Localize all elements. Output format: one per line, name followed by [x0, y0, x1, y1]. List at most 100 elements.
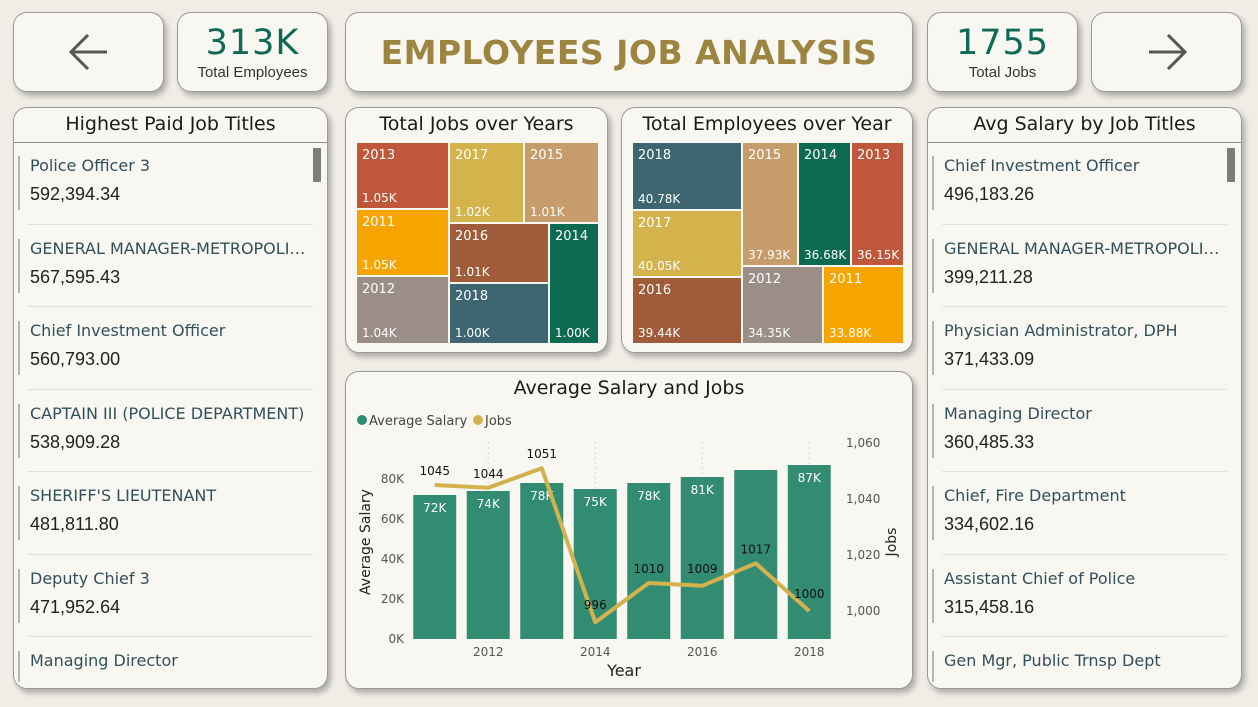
treemap-cell[interactable]: 2016 39.44K: [632, 277, 742, 344]
job-title: SHERIFF'S LIEUTENANT: [30, 486, 217, 505]
salary-value: 481,811.80: [30, 514, 119, 534]
salary-value: 334,602.16: [944, 514, 1035, 534]
cell-year: 2017: [455, 148, 489, 163]
scrollbar-thumb[interactable]: [313, 148, 321, 182]
job-title: Chief, Fire Department: [944, 486, 1126, 505]
y-tick-label: 80K: [381, 472, 405, 486]
cell-year: 2015: [748, 148, 782, 163]
y2-tick-label: 1,060: [846, 436, 880, 450]
treemap-cell[interactable]: 2012 34.35K: [742, 266, 823, 344]
employees-treemap-title: Total Employees over Year: [642, 113, 892, 135]
list-item[interactable]: Gen Mgr, Public Trnsp Dept: [932, 643, 1227, 682]
cell-value: 36.68K: [804, 248, 847, 262]
salary-value: 560,793.00: [30, 349, 121, 369]
avg-salary-titles-panel: Avg Salary by Job Titles Chief Investmen…: [927, 107, 1242, 689]
cell-value: 37.93K: [748, 248, 791, 262]
treemap-cell[interactable]: 2011 1.05K: [356, 209, 449, 276]
total-employees-value: 313K: [205, 22, 300, 63]
y-tick-label: 0K: [388, 632, 405, 646]
treemap-cell[interactable]: 2015 1.01K: [524, 142, 599, 223]
list-item[interactable]: Chief Investment Officer 560,793.00: [18, 313, 313, 396]
avg-salary-titles-list[interactable]: Chief Investment Officer 496,183.26 GENER…: [932, 148, 1227, 682]
cell-value: 36.15K: [857, 248, 900, 262]
treemap-cell[interactable]: 2012 1.04K: [356, 276, 449, 344]
x-axis-title: Year: [606, 661, 641, 680]
salary-value: 538,909.28: [30, 431, 121, 452]
treemap-cell[interactable]: 2017 40.05K: [632, 210, 742, 277]
avg-salary-titles-title: Avg Salary by Job Titles: [973, 113, 1196, 135]
title-card: EMPLOYEES JOB ANALYSIS: [345, 12, 913, 92]
treemap-cell[interactable]: 2016 1.01K: [449, 223, 549, 283]
treemap-cell[interactable]: 2015 37.93K: [742, 142, 798, 266]
list-item[interactable]: GENERAL MANAGER-METROPOLITA... 399,211.28: [932, 231, 1227, 314]
cell-year: 2012: [748, 272, 782, 287]
list-item[interactable]: CAPTAIN III (POLICE DEPARTMENT) 538,909.2…: [18, 396, 313, 479]
y-tick-label: 60K: [381, 512, 405, 526]
list-item[interactable]: Chief Investment Officer 496,183.26: [932, 148, 1227, 231]
cell-value: 33.88K: [829, 326, 872, 340]
highest-paid-list[interactable]: Police Officer 3 592,394.34 GENERAL MANAG…: [18, 148, 313, 682]
divider: [928, 142, 1241, 143]
treemap-cell[interactable]: 2017 1.02K: [449, 142, 524, 223]
y2-tick-label: 1,020: [846, 548, 880, 562]
list-item[interactable]: SHERIFF'S LIEUTENANT 481,811.80: [18, 478, 313, 561]
legend-label-salary: Average Salary: [369, 414, 468, 429]
list-item[interactable]: Managing Director: [18, 643, 313, 682]
x-tick-label: 2012: [473, 645, 504, 659]
jobs-point-label: 1000: [794, 587, 825, 601]
treemap-cell[interactable]: 2011 33.88K: [823, 266, 904, 344]
treemap-cell[interactable]: 2013 1.05K: [356, 142, 449, 209]
jobs-point-label: 996: [584, 598, 607, 612]
jobs-point-label: 1045: [419, 464, 450, 478]
list-item[interactable]: Managing Director 360,485.33: [932, 396, 1227, 479]
x-tick-label: 2016: [687, 645, 718, 659]
list-item[interactable]: Physician Administrator, DPH 371,433.09: [932, 313, 1227, 396]
list-item[interactable]: Deputy Chief 3 471,952.64: [18, 561, 313, 644]
list-item[interactable]: Chief, Fire Department 334,602.16: [932, 478, 1227, 561]
cell-value: 1.05K: [362, 258, 397, 272]
treemap-cell[interactable]: 2014 36.68K: [798, 142, 851, 266]
salary-value: 592,394.34: [30, 184, 121, 204]
jobs-treemap-title: Total Jobs over Years: [379, 113, 574, 135]
forward-button[interactable]: [1091, 12, 1242, 92]
salary-value: 360,485.33: [944, 431, 1035, 452]
back-button[interactable]: [13, 12, 164, 92]
salary-value: 315,458.16: [944, 596, 1035, 617]
cell-value: 1.00K: [555, 326, 590, 340]
total-employees-card: 313K Total Employees: [177, 12, 328, 92]
cell-value: 1.05K: [362, 191, 397, 205]
job-title: GENERAL MANAGER-METROPOLITA...: [944, 238, 1227, 258]
employees-treemap: 2018 40.78K 2015 37.93K 2014 36.68K 2013 36.…: [632, 142, 904, 344]
cell-year: 2018: [638, 148, 672, 163]
combo-chart-title: Average Salary and Jobs: [513, 377, 745, 399]
list-item[interactable]: Police Officer 3 592,394.34: [18, 148, 313, 231]
treemap-cell[interactable]: 2014 1.00K: [549, 223, 599, 344]
cell-year: 2017: [638, 216, 672, 231]
job-title: GENERAL MANAGER-METROPOLITA...: [30, 238, 313, 258]
treemap-cell[interactable]: 2018 40.78K: [632, 142, 742, 210]
scrollbar-thumb[interactable]: [1227, 148, 1235, 182]
cell-year: 2013: [362, 148, 396, 163]
page-title: EMPLOYEES JOB ANALYSIS: [380, 32, 878, 72]
salary-bar: [680, 477, 724, 639]
divider: [14, 142, 327, 143]
job-title: Chief Investment Officer: [944, 156, 1140, 175]
list-item[interactable]: Assistant Chief of Police 315,458.16: [932, 561, 1227, 644]
cell-value: 1.00K: [455, 326, 490, 340]
treemap-cell[interactable]: 2013 36.15K: [851, 142, 904, 266]
job-title: Managing Director: [944, 403, 1092, 423]
treemap-cell[interactable]: 2018 1.00K: [449, 283, 549, 344]
cell-year: 2012: [362, 282, 396, 297]
job-title: CAPTAIN III (POLICE DEPARTMENT): [30, 403, 305, 423]
salary-bar: [734, 470, 778, 639]
job-title: Assistant Chief of Police: [944, 568, 1136, 588]
employees-treemap-panel: Total Employees over Year 2018 40.78K 201…: [621, 107, 913, 353]
total-jobs-label: Total Jobs: [968, 63, 1037, 81]
list-item[interactable]: GENERAL MANAGER-METROPOLITA... 567,595.43: [18, 231, 313, 314]
salary-bar-label: 78K: [637, 489, 661, 503]
cell-value: 1.01K: [530, 205, 565, 219]
cell-year: 2015: [530, 148, 564, 163]
cell-year: 2016: [638, 283, 672, 298]
salary-bar-label: 81K: [691, 483, 715, 497]
combo-chart: Average Salary Jobs Average Salary Jobs …: [357, 414, 900, 680]
